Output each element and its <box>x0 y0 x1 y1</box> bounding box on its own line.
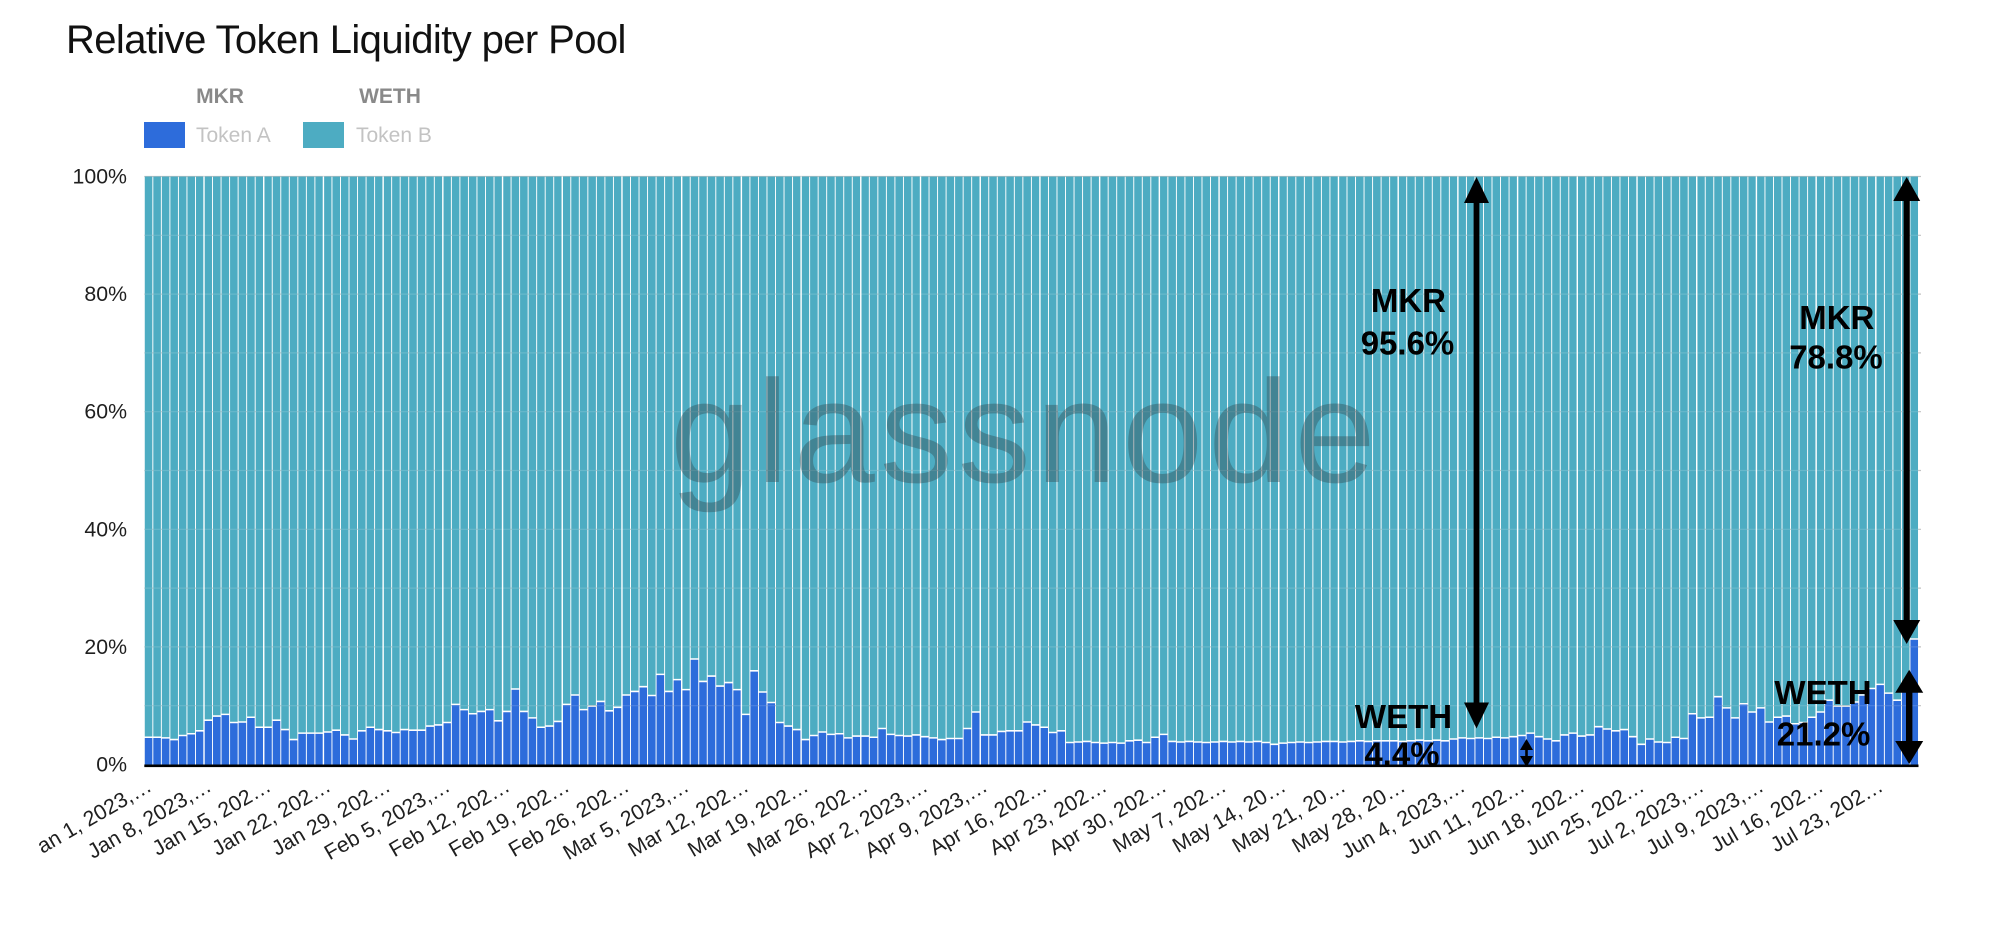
svg-text:21.2%: 21.2% <box>1777 716 1871 753</box>
svg-text:78.8%: 78.8% <box>1789 339 1883 376</box>
svg-text:0%: 0% <box>96 753 127 777</box>
svg-text:MKR: MKR <box>1371 282 1446 319</box>
svg-text:80%: 80% <box>84 282 127 306</box>
svg-text:Relative Token Liquidity per P: Relative Token Liquidity per Pool <box>66 18 626 62</box>
svg-text:95.6%: 95.6% <box>1361 325 1455 362</box>
svg-text:100%: 100% <box>73 165 128 189</box>
svg-text:MKR: MKR <box>1799 299 1874 336</box>
svg-text:Token A: Token A <box>196 124 271 147</box>
svg-text:4.4%: 4.4% <box>1364 736 1439 773</box>
svg-text:Token B: Token B <box>356 124 432 147</box>
svg-text:WETH: WETH <box>1774 674 1871 711</box>
svg-text:WETH: WETH <box>1355 698 1452 735</box>
svg-text:WETH: WETH <box>359 85 421 108</box>
svg-text:20%: 20% <box>84 635 127 659</box>
svg-text:40%: 40% <box>84 517 127 541</box>
svg-text:glassnode: glassnode <box>670 350 1381 513</box>
svg-text:MKR: MKR <box>196 85 244 108</box>
svg-text:60%: 60% <box>84 400 127 424</box>
